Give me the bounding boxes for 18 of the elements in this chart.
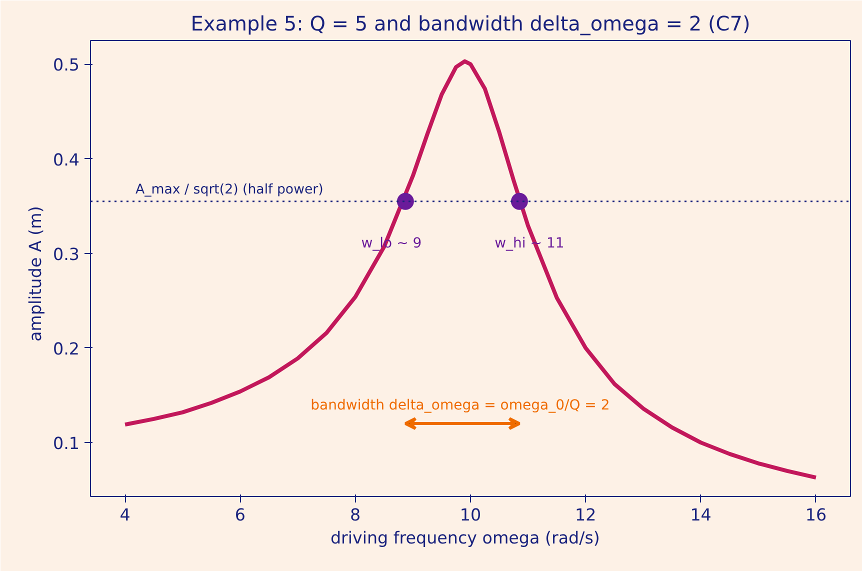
- x-tick-label: 14: [690, 506, 712, 524]
- x-tick-label: 10: [460, 506, 482, 524]
- y-tick-label: 0.2: [53, 339, 80, 358]
- x-tick-label: 8: [350, 506, 361, 524]
- annotation: bandwidth delta_omega = omega_0/Q = 2: [310, 398, 610, 414]
- y-tick-label: 0.3: [53, 244, 80, 264]
- ref-line-label: A_max / sqrt(2) (half power): [136, 182, 324, 198]
- y-tick-label: 0.5: [53, 56, 80, 75]
- x-axis-title: driving frequency omega (rad/s): [330, 528, 600, 548]
- x-tick-label: 12: [575, 506, 596, 524]
- x-tick-label: 16: [805, 506, 827, 524]
- y-axis-title: amplitude A (m): [26, 206, 46, 342]
- chart-title: Example 5: Q = 5 and bandwidth delta_omega = 2 (C7): [190, 12, 750, 36]
- x-tick-label: 6: [234, 506, 246, 524]
- line-series: [123, 59, 818, 480]
- x-tick-label: 4: [120, 506, 130, 524]
- y-tick-label: 0.1: [53, 434, 80, 454]
- y-tick-label: 0.4: [53, 150, 80, 170]
